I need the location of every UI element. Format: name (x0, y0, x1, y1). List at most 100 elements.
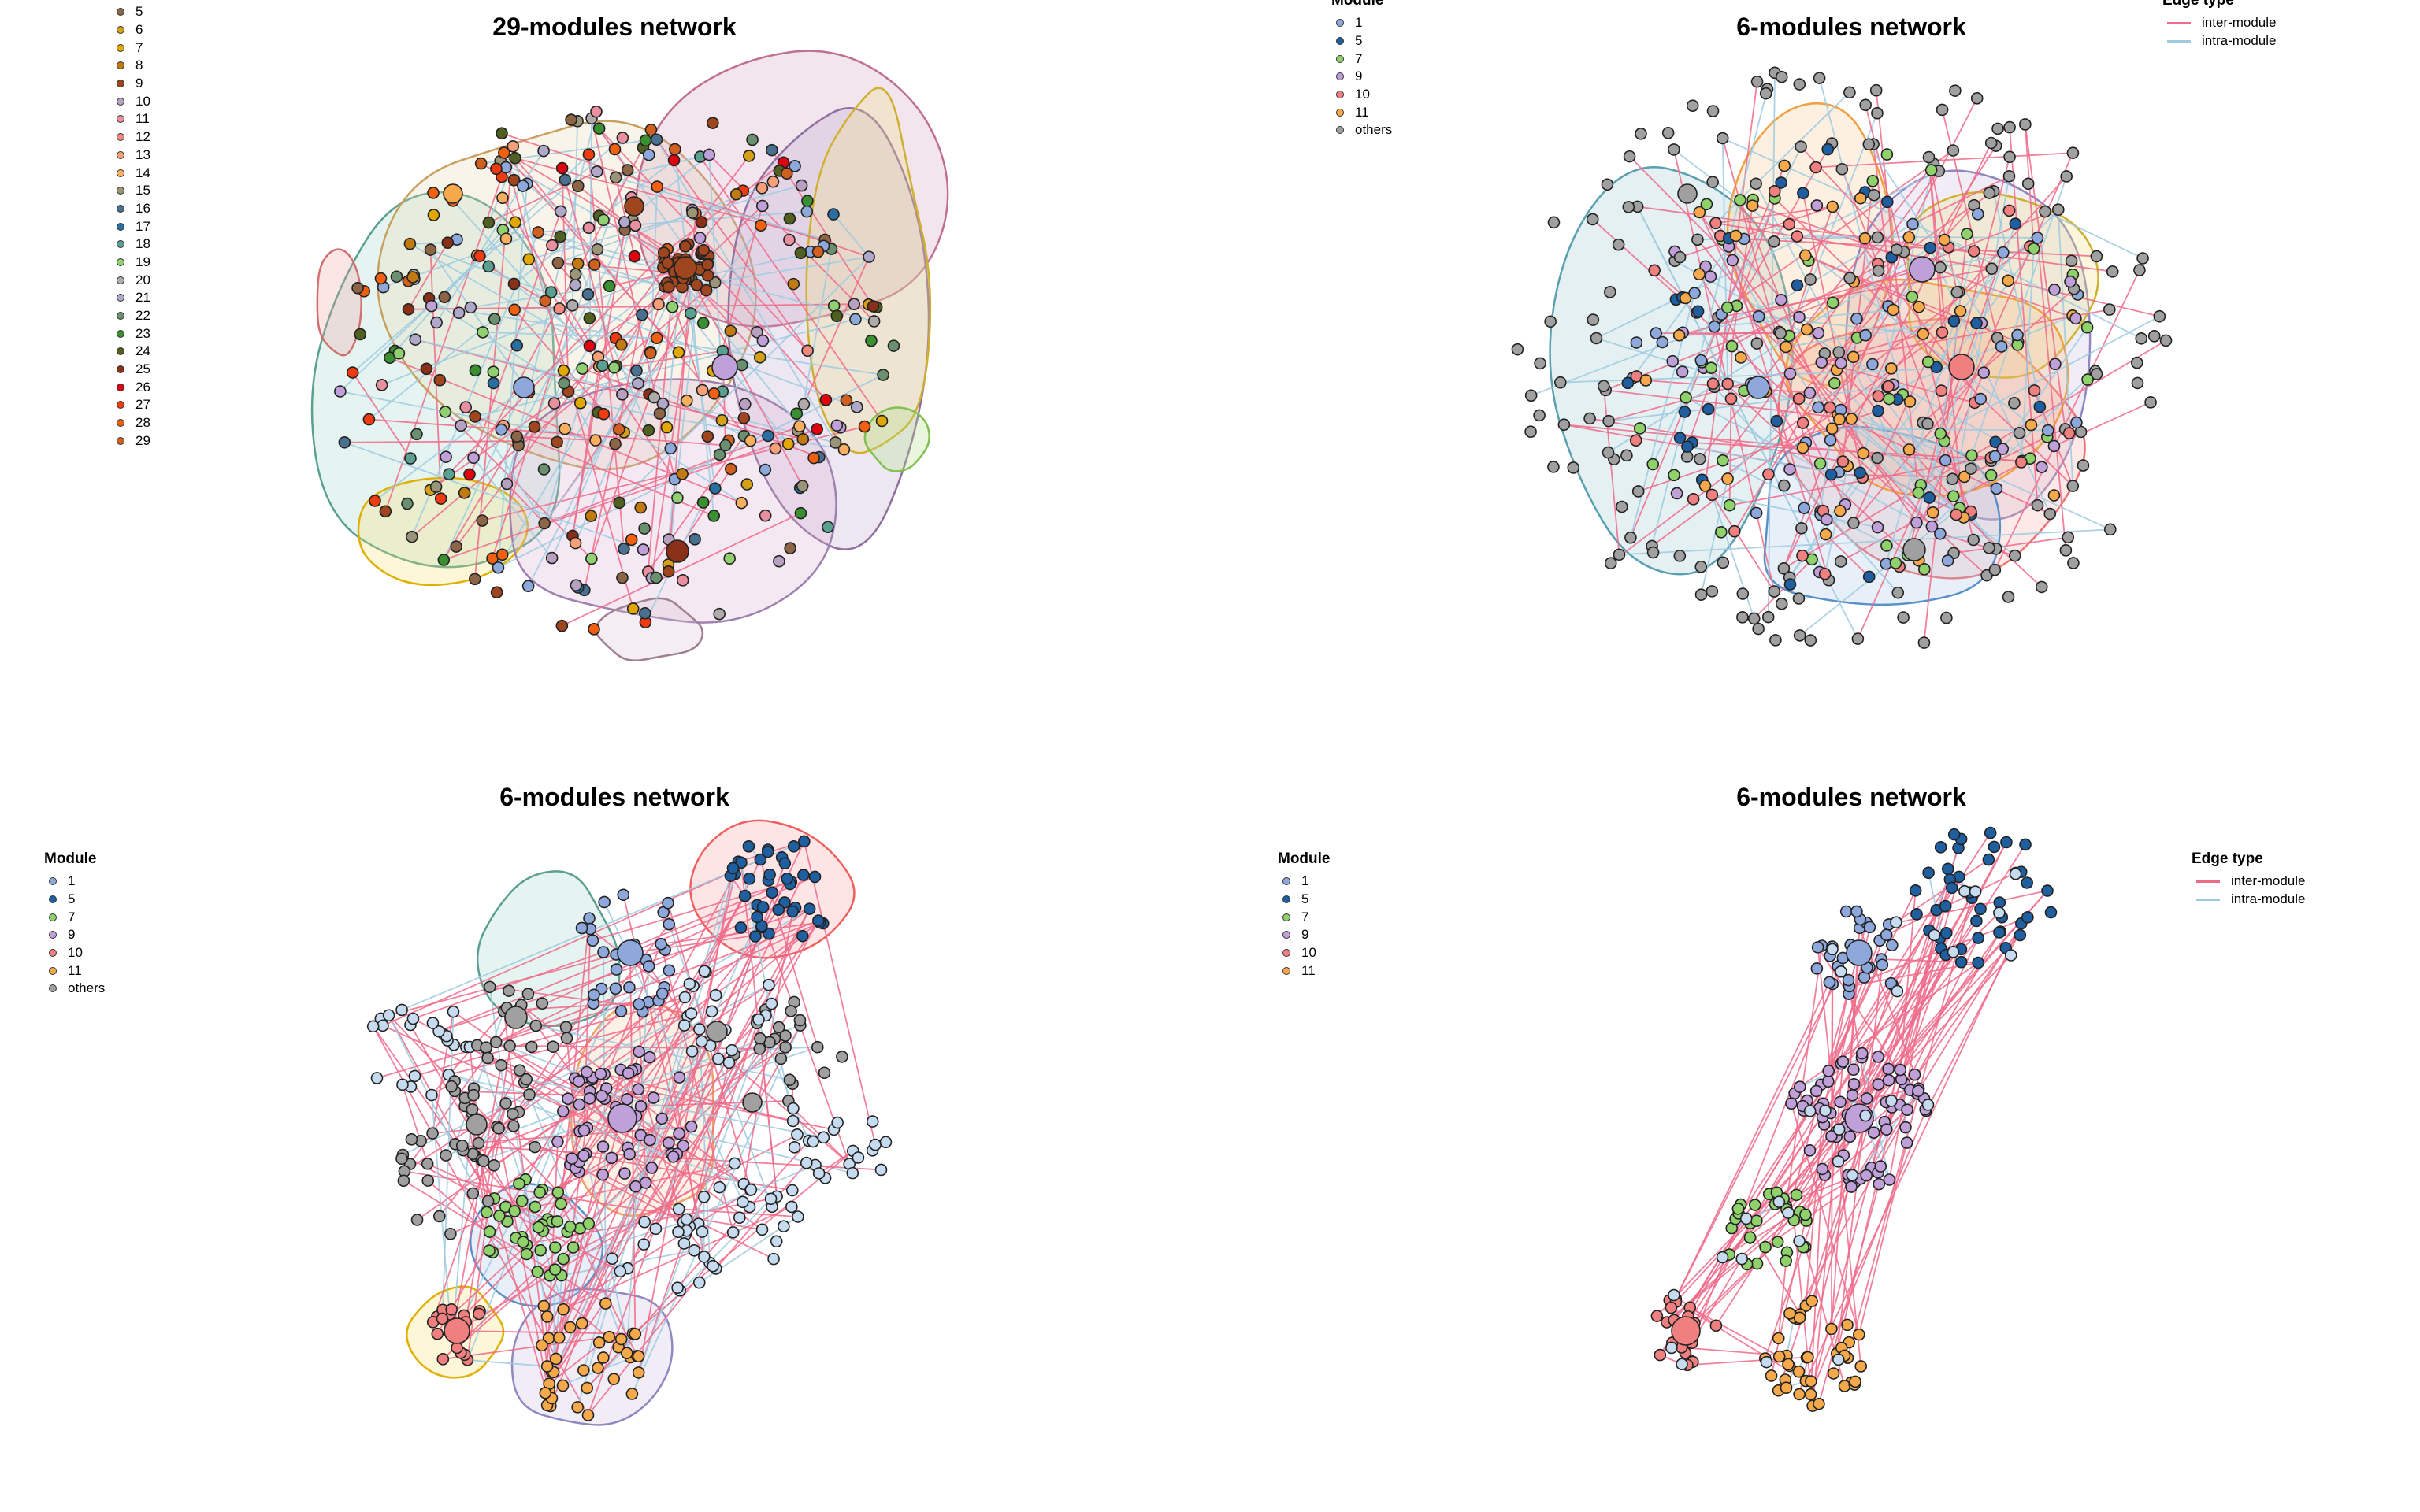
network-node (1623, 150, 1636, 163)
network-node (466, 1103, 479, 1116)
network-node (559, 173, 572, 187)
network-node (2144, 396, 2157, 409)
network-node (585, 510, 598, 522)
network-edge (521, 909, 779, 1238)
network-node (812, 1167, 826, 1180)
network-edge (1820, 958, 1882, 1085)
network-node (1850, 905, 1863, 918)
network-node (761, 845, 774, 858)
legend-item: 11 (112, 110, 150, 128)
network-node (637, 543, 650, 556)
network-node (788, 1141, 801, 1154)
network-node (1968, 245, 1980, 258)
network-node (1934, 527, 1947, 540)
node-dot-icon (117, 240, 124, 249)
network-node (498, 146, 510, 159)
network-node (1946, 472, 1959, 486)
network-node (2025, 418, 2038, 432)
network-node (1704, 270, 1717, 283)
network-node (596, 1140, 610, 1153)
legend-item: 11 (44, 962, 105, 980)
network-node (792, 1210, 804, 1223)
network-node (1777, 562, 1791, 575)
network-node (678, 991, 692, 1004)
legend-label: 10 (68, 945, 83, 961)
network-edge (1858, 1142, 1908, 1335)
network-node (547, 1040, 559, 1053)
network-node (1854, 191, 1867, 205)
network-node (1554, 376, 1567, 389)
node-dot-icon (117, 276, 124, 284)
network-node (616, 388, 629, 401)
legend-item: 5 (1278, 891, 1331, 909)
network-node (793, 1014, 807, 1027)
network-node (1921, 417, 1934, 430)
network-node (1586, 213, 1599, 226)
network-node (723, 552, 736, 565)
network-node (1790, 1188, 1803, 1202)
network-node (536, 1339, 548, 1352)
network-edge (1785, 948, 1942, 1206)
network-node (617, 888, 630, 902)
legend-label: 7 (135, 39, 143, 55)
network-node (1872, 1051, 1884, 1063)
network-node (632, 1083, 645, 1096)
network-edge (1592, 218, 1988, 576)
module-legend-29: 5 6 7 8 9 10 11 12 13 14 15 16 17 18 19 20 21 22 23 24 25 26 2… (112, 3, 150, 450)
network-node (405, 1133, 418, 1146)
network-node (551, 1215, 564, 1228)
network-node (437, 554, 451, 566)
network-node (1972, 932, 1984, 944)
network-node (742, 840, 755, 853)
network-node (603, 280, 616, 293)
network-edge (803, 841, 876, 1145)
network-node (763, 978, 775, 991)
network-node (713, 448, 726, 461)
network-edge (1785, 945, 1823, 1206)
network-node (606, 1252, 618, 1266)
legend-item: 7 (1278, 908, 1331, 926)
network-node (432, 1210, 446, 1223)
network-node (2009, 867, 2022, 880)
network-node (1991, 122, 2004, 135)
legend-item: intra-module (2162, 32, 2277, 50)
network-node (551, 1186, 565, 1199)
network-node (1783, 1307, 1796, 1320)
network-node (496, 548, 509, 561)
network-node (615, 338, 628, 351)
network-node (644, 346, 657, 360)
network-node (729, 187, 743, 201)
legend-item: inter-module (2192, 873, 2306, 891)
network-node (1583, 412, 1596, 425)
network-node (778, 857, 792, 870)
network-node (614, 1005, 628, 1017)
network-node (556, 1379, 570, 1392)
network-node (2027, 242, 2040, 255)
network-node (837, 443, 851, 456)
network-node (1668, 143, 1680, 156)
network-node (496, 191, 509, 205)
network-node (495, 423, 508, 436)
network-node (1969, 885, 1982, 898)
network-node (1826, 943, 1839, 956)
network-node (663, 1136, 675, 1150)
network-node (366, 1020, 380, 1033)
node-dot-icon (117, 187, 124, 195)
network-node (1917, 328, 1929, 340)
network-node (2080, 321, 2094, 334)
network-node (1630, 336, 1643, 349)
network-node (1954, 305, 1967, 317)
network-node (1780, 1254, 1792, 1267)
network-node (1819, 1104, 1832, 1117)
network-node (1700, 198, 1713, 211)
network-node (1853, 1328, 1865, 1341)
network-node (713, 1180, 726, 1194)
network-node (582, 221, 596, 235)
network-node (2136, 252, 2149, 265)
network-edge (1818, 77, 1931, 498)
network-node (623, 980, 636, 994)
network-node (695, 1035, 708, 1048)
network-node (510, 430, 523, 443)
network-node (1906, 217, 1919, 231)
network-node (517, 1236, 529, 1248)
